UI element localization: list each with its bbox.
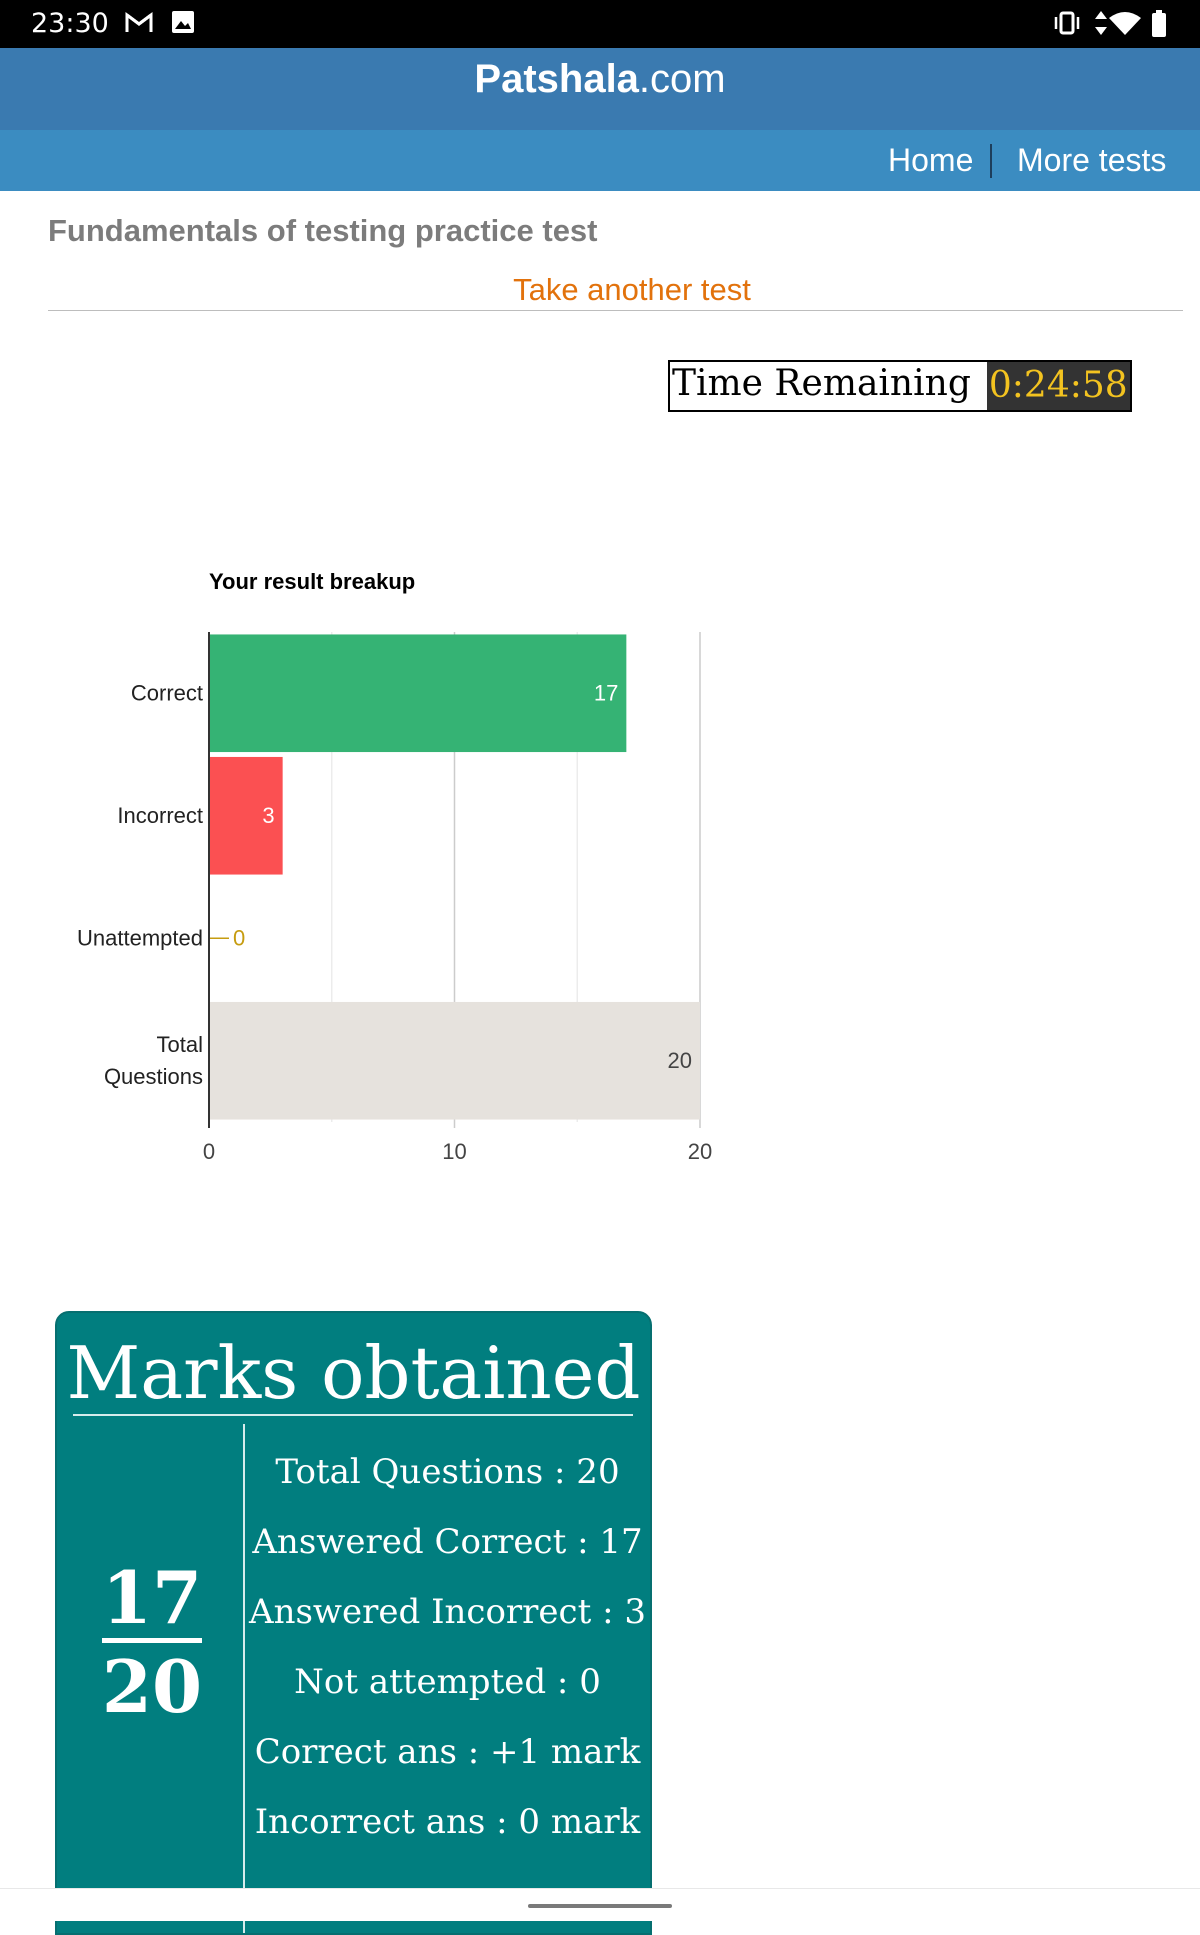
chart-title: Your result breakup — [209, 569, 415, 594]
divider — [48, 310, 1183, 311]
brand-name: Patshala — [474, 57, 639, 101]
bar-incorrect — [209, 756, 283, 875]
data-label-incorrect: 3 — [262, 803, 274, 828]
score-fraction: 17 20 — [67, 1558, 237, 1727]
data-label-correct: 17 — [594, 680, 618, 705]
stat-incorrect-ans-mark: Incorrect ans : 0 mark — [254, 1802, 641, 1842]
category-label-correct: Correct — [131, 680, 203, 705]
x-tick-label-2: 20 — [688, 1139, 712, 1164]
score-total: 20 — [101, 1644, 203, 1729]
image-icon — [172, 11, 194, 33]
data-label-unattempted: 0 — [233, 925, 245, 950]
category-label-incorrect: Incorrect — [117, 803, 203, 828]
bar-correct — [209, 634, 627, 753]
page-title: Fundamentals of testing practice test — [48, 213, 598, 248]
marks-heading: Marks obtained — [66, 1331, 641, 1415]
nav-separator — [990, 144, 992, 178]
battery-icon — [1152, 10, 1166, 37]
bar-total-questions — [209, 1001, 700, 1120]
take-another-test-link[interactable]: Take another test — [513, 272, 751, 307]
stat-answered-correct: Answered Correct : 17 — [252, 1522, 643, 1562]
result-chart-svg: Your result breakup 17 Correct 3 Incorrect 0 U… — [77, 569, 712, 1164]
stat-correct-ans-mark: Correct ans : +1 mark — [254, 1732, 641, 1772]
stat-not-attempted: Not attempted : 0 — [294, 1662, 601, 1702]
x-tick-label-0: 0 — [203, 1139, 215, 1164]
time-remaining-value: 0:24:58 — [986, 362, 1130, 410]
nav-more-tests-link[interactable]: More tests — [1017, 142, 1167, 178]
x-tick-label-1: 10 — [442, 1139, 466, 1164]
stat-answered-incorrect: Answered Incorrect : 3 — [249, 1592, 646, 1632]
gmail-icon — [125, 12, 153, 32]
home-gesture-handle[interactable] — [528, 1904, 672, 1908]
marks-vertical-divider — [243, 1424, 245, 1933]
data-label-total-questions: 20 — [668, 1048, 692, 1073]
site-logo-link[interactable]: Patshala.com — [474, 57, 725, 102]
status-time: 23:30 — [31, 8, 109, 39]
brand-domain: .com — [638, 57, 726, 101]
marks-stats: Total Questions : 20 Answered Correct : … — [245, 1437, 650, 1857]
marks-divider — [73, 1414, 633, 1416]
wifi-icon — [1109, 12, 1141, 35]
score-obtained: 17 — [101, 1560, 203, 1643]
nav-home-link[interactable]: Home — [888, 142, 974, 178]
brand-header: Patshala.com — [0, 48, 1200, 130]
marks-obtained-card: Marks obtained 17 20 Total Questions : 2… — [55, 1311, 652, 1935]
status-bar: 23:30 — [0, 0, 1200, 48]
nav-bar: Home More tests — [0, 130, 1200, 191]
stat-total-questions: Total Questions : 20 — [275, 1452, 620, 1492]
result-breakup-chart: Your result breakup 17 Correct 3 Incorrect 0 U… — [0, 540, 760, 1180]
data-arrows-icon — [1095, 11, 1107, 35]
system-nav-bar — [0, 1888, 1200, 1921]
category-label-unattempted: Unattempted — [77, 925, 203, 950]
vibrate-icon — [1054, 11, 1080, 35]
time-remaining-label: Time Remaining — [670, 362, 987, 410]
category-label-total-questions: Total Questions — [104, 1032, 203, 1089]
time-remaining-box: Time Remaining 0:24:58 — [668, 360, 1132, 412]
